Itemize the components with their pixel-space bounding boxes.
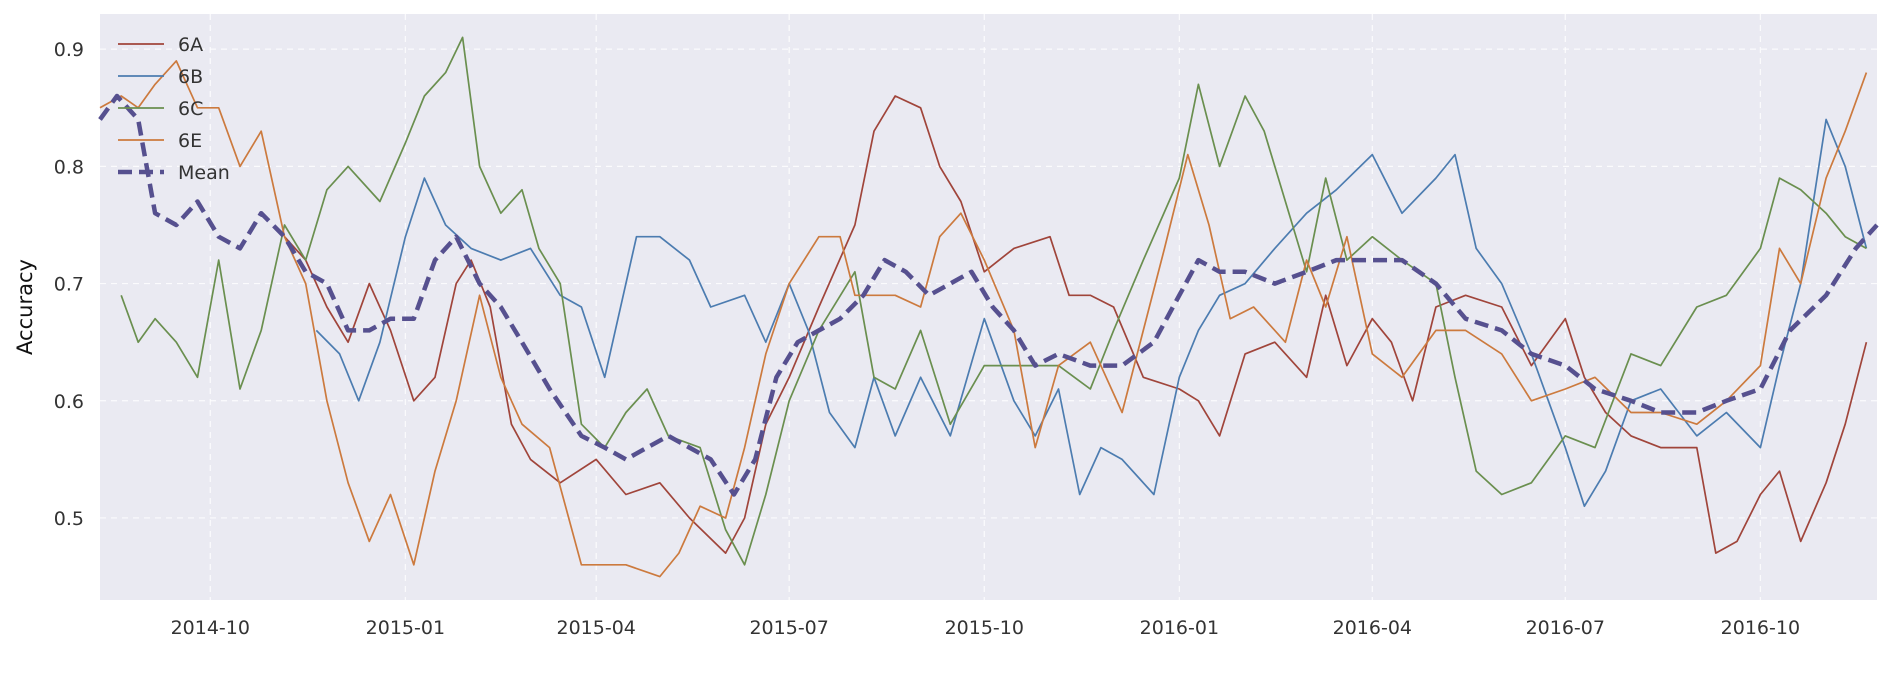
y-tick-label: 0.9: [54, 39, 84, 61]
y-axis-label: Accuracy: [13, 259, 37, 355]
series-line-6b: [315, 118, 1868, 508]
x-tick-label: 2015-04: [557, 617, 636, 639]
y-tick-label: 0.7: [54, 274, 84, 296]
x-tick-label: 2015-07: [749, 617, 828, 639]
series-line-6c: [120, 36, 1867, 566]
y-tick-label: 0.5: [54, 508, 84, 530]
legend-label: 6E: [178, 130, 202, 152]
y-axis-ticks: 0.5 0.6 0.7 0.8 0.9: [54, 39, 84, 530]
x-tick-label: 2016-01: [1140, 617, 1219, 639]
legend-label: 6B: [178, 66, 203, 88]
grid: [100, 14, 1877, 600]
y-tick-label: 0.6: [54, 391, 84, 413]
x-tick-label: 2016-10: [1721, 617, 1800, 639]
legend-label: 6A: [178, 34, 203, 56]
x-tick-label: 2016-07: [1526, 617, 1605, 639]
series-line-mean: [98, 93, 1879, 497]
x-tick-label: 2015-01: [366, 617, 445, 639]
legend-label: 6C: [178, 98, 203, 120]
x-axis-ticks: 2014-10 2015-01 2015-04 2015-07 2015-10 2016-…: [171, 617, 1800, 639]
legend: 6A 6B 6C 6E Mean: [118, 34, 230, 184]
x-tick-label: 2016-04: [1333, 617, 1412, 639]
x-tick-label: 2014-10: [171, 617, 250, 639]
plot-background: [100, 14, 1877, 600]
series-lines: [98, 36, 1879, 578]
y-tick-label: 0.8: [54, 156, 84, 178]
x-tick-label: 2015-10: [945, 617, 1024, 639]
series-line-6e: [99, 60, 1868, 578]
legend-label: Mean: [178, 162, 230, 184]
